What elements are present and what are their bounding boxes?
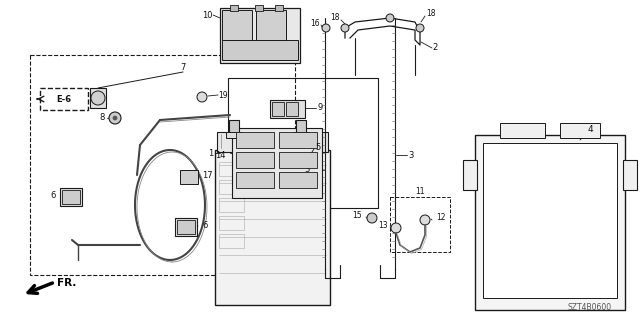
Text: 11: 11 bbox=[415, 188, 425, 197]
Text: 13: 13 bbox=[378, 221, 388, 231]
Bar bbox=[228, 78, 378, 208]
Bar bbox=[296, 120, 306, 134]
Bar bbox=[215, 150, 330, 305]
Text: 8: 8 bbox=[100, 113, 105, 122]
Circle shape bbox=[197, 92, 207, 102]
Bar bbox=[275, 5, 283, 11]
Circle shape bbox=[416, 24, 424, 32]
Text: 4: 4 bbox=[587, 125, 593, 135]
Text: 5: 5 bbox=[315, 143, 320, 152]
Bar bbox=[236, 172, 274, 188]
Bar bbox=[500, 123, 545, 138]
Bar bbox=[255, 5, 263, 11]
Bar bbox=[90, 88, 106, 108]
Text: 3: 3 bbox=[408, 151, 413, 160]
Text: 17: 17 bbox=[202, 170, 212, 180]
Bar bbox=[219, 234, 244, 248]
Circle shape bbox=[341, 24, 349, 32]
Bar bbox=[62, 190, 80, 204]
Text: 6: 6 bbox=[202, 220, 207, 229]
Bar bbox=[175, 218, 197, 236]
Bar bbox=[270, 100, 305, 118]
Bar bbox=[475, 135, 625, 310]
Text: 12: 12 bbox=[436, 213, 445, 222]
Text: 9: 9 bbox=[318, 102, 323, 112]
Bar bbox=[226, 132, 242, 138]
Circle shape bbox=[113, 116, 117, 120]
Bar bbox=[30, 55, 295, 275]
Text: 14: 14 bbox=[216, 151, 226, 160]
Text: 19: 19 bbox=[218, 91, 228, 100]
Bar bbox=[219, 162, 244, 176]
Text: 6: 6 bbox=[51, 191, 56, 201]
Bar bbox=[219, 180, 244, 194]
Bar bbox=[279, 152, 317, 168]
Text: 18: 18 bbox=[426, 10, 435, 19]
Text: 16: 16 bbox=[310, 19, 320, 28]
Bar bbox=[40, 88, 88, 110]
Circle shape bbox=[91, 91, 105, 105]
Text: FR.: FR. bbox=[57, 278, 76, 288]
Bar bbox=[272, 102, 284, 116]
Bar bbox=[220, 8, 300, 63]
Bar bbox=[560, 123, 600, 138]
Bar bbox=[286, 102, 298, 116]
Text: 10: 10 bbox=[202, 11, 213, 19]
Text: 15: 15 bbox=[353, 211, 362, 220]
Circle shape bbox=[109, 112, 121, 124]
Bar bbox=[60, 188, 82, 206]
Bar bbox=[177, 220, 195, 234]
Circle shape bbox=[367, 213, 377, 223]
Bar bbox=[390, 197, 450, 252]
Circle shape bbox=[322, 24, 330, 32]
Bar bbox=[279, 132, 317, 148]
Text: 2: 2 bbox=[432, 43, 437, 53]
Text: 7: 7 bbox=[180, 63, 186, 72]
Bar bbox=[230, 5, 238, 11]
Bar bbox=[623, 160, 637, 190]
Bar bbox=[293, 132, 309, 138]
Circle shape bbox=[420, 215, 430, 225]
Bar bbox=[219, 216, 244, 230]
Bar bbox=[219, 198, 244, 212]
Bar bbox=[483, 143, 617, 298]
Text: 3: 3 bbox=[305, 166, 310, 174]
Bar bbox=[232, 128, 322, 198]
Bar bbox=[217, 132, 328, 152]
Bar bbox=[236, 132, 274, 148]
Bar bbox=[463, 160, 477, 190]
Bar bbox=[229, 120, 239, 134]
Bar bbox=[279, 172, 317, 188]
Bar bbox=[222, 10, 252, 40]
Text: 18: 18 bbox=[330, 13, 340, 23]
Text: 1: 1 bbox=[208, 149, 213, 158]
Text: E-6: E-6 bbox=[56, 94, 72, 103]
Text: SZT4B0600: SZT4B0600 bbox=[568, 303, 612, 313]
Circle shape bbox=[386, 14, 394, 22]
Bar bbox=[236, 152, 274, 168]
Bar bbox=[180, 170, 198, 184]
Circle shape bbox=[391, 223, 401, 233]
Bar bbox=[256, 10, 286, 40]
Bar bbox=[222, 40, 298, 60]
